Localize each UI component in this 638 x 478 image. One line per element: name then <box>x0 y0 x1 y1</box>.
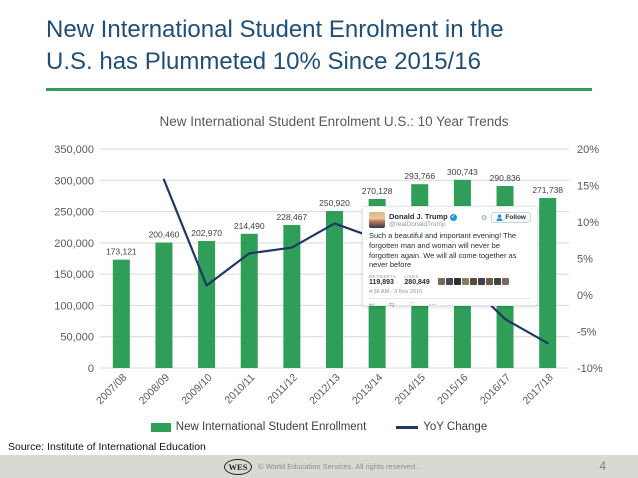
bar-value-label: 200,460 <box>149 230 180 240</box>
footer-copyright: © World Education Services. All rights r… <box>258 462 418 471</box>
legend-item-enrollment: New International Student Enrollment <box>150 421 367 433</box>
page-title: New International Student Enrolment in t… <box>46 14 598 77</box>
bar <box>155 242 173 368</box>
liker-avatar <box>501 278 509 285</box>
follow-button-label: Follow <box>505 214 526 221</box>
bar <box>112 259 130 368</box>
x-axis-tick: 2010/11 <box>223 372 258 407</box>
gear-icon: ⚙ <box>481 214 488 222</box>
y-axis-tick-right: 10% <box>577 217 599 229</box>
x-axis-tick: 2007/08 <box>94 372 129 407</box>
tweet-timestamp: 4:36 AM - 9 Nov 2016 <box>369 289 423 295</box>
wes-logo: WES <box>224 458 252 475</box>
retweet-icon: ⇆ <box>388 302 395 309</box>
bar-series-label: New International Student Enrollment <box>175 421 367 433</box>
bar-value-label: 300,743 <box>447 167 478 177</box>
tweet-author-handle: @realDonaldTrump <box>389 221 446 228</box>
legend-item-yoy: YoY Change <box>396 421 487 433</box>
line-series-label: YoY Change <box>423 421 488 433</box>
line-series-swatch <box>396 425 419 429</box>
bar-value-label: 173,121 <box>106 247 137 257</box>
x-axis-tick: 2013/14 <box>350 372 385 407</box>
x-axis-tick: 2016/17 <box>478 372 513 407</box>
y-axis-tick-left: 100,000 <box>54 300 94 312</box>
chart-title: New International Student Enrolment U.S.… <box>159 114 509 129</box>
y-axis-tick-left: 350,000 <box>54 144 94 156</box>
tweet-card: Donald J. Trump ✓ @realDonaldTrump ⚙ Foll… <box>362 206 538 309</box>
liker-avatar <box>461 278 469 285</box>
liker-avatar <box>485 278 493 285</box>
tweet-author: Donald J. Trump ✓ @realDonaldTrump <box>389 212 481 228</box>
more-icon: ⋯ <box>429 302 437 309</box>
tweet-text: Such a beautiful and important evening! … <box>369 231 517 270</box>
liker-avatar <box>437 278 445 285</box>
x-axis-tick: 2008/09 <box>137 372 172 407</box>
page-number: 4 <box>599 459 606 473</box>
bar-value-label: 293,766 <box>404 171 435 181</box>
bar-value-label: 290,836 <box>490 173 521 183</box>
retweet-count: RETWEETS 119,893 <box>369 274 397 286</box>
y-axis-tick-right: -10% <box>577 363 603 375</box>
y-axis-tick-left: 300,000 <box>54 175 94 187</box>
y-axis-tick-right: -5% <box>577 327 597 339</box>
bar <box>539 197 557 368</box>
title-underline <box>46 88 592 91</box>
page-title-line2: U.S. has Plummeted 10% Since 2015/16 <box>46 47 481 75</box>
x-axis-tick: 2012/13 <box>307 372 342 407</box>
liker-avatar <box>477 278 485 285</box>
tweet-stats: RETWEETS 119,893 LIKES 280,849 <box>369 274 531 286</box>
x-axis-tick: 2014/15 <box>393 372 428 407</box>
bar-value-label: 202,970 <box>191 228 222 238</box>
liker-avatar <box>469 278 477 285</box>
source-note: Source: Institute of International Educa… <box>8 441 206 453</box>
liker-avatars <box>437 278 509 286</box>
liker-avatar <box>453 278 461 285</box>
x-axis-tick: 2009/10 <box>179 372 214 407</box>
x-axis-tick: 2015/16 <box>435 372 470 407</box>
y-axis-tick-right: 0% <box>577 290 593 302</box>
y-axis-tick-right: 20% <box>577 144 599 156</box>
bar-value-label: 271,738 <box>532 185 563 195</box>
like-count: LIKES 280,849 <box>404 274 430 286</box>
bar-series-swatch <box>150 422 171 432</box>
like-icon: ♡ <box>408 302 416 309</box>
bar <box>283 225 301 368</box>
verified-icon: ✓ <box>449 214 457 221</box>
bar <box>198 240 216 368</box>
y-axis-tick-left: 0 <box>88 363 94 375</box>
bar <box>326 210 343 368</box>
liker-avatar <box>493 278 501 285</box>
x-axis-tick: 2011/12 <box>265 372 300 407</box>
footer-bar: WES © World Education Services. All righ… <box>0 455 638 478</box>
bar-value-label: 214,490 <box>234 221 265 231</box>
page-title-line1: New International Student Enrolment in t… <box>46 16 504 43</box>
tweet-actions: ↩ ⇆ ♡ ⋯ <box>369 298 531 309</box>
y-axis-tick-left: 150,000 <box>54 269 94 281</box>
bar <box>240 233 258 368</box>
x-axis-tick: 2017/18 <box>520 372 555 407</box>
follow-button[interactable]: Follow <box>491 212 531 223</box>
bar-value-label: 250,920 <box>319 198 350 208</box>
chart-legend: New International Student Enrollment YoY… <box>0 421 638 433</box>
y-axis-tick-right: 15% <box>577 181 599 193</box>
follow-person-icon <box>496 214 503 221</box>
tweet-author-avatar <box>369 212 385 228</box>
y-axis-tick-right: 5% <box>577 254 593 266</box>
y-axis-tick-left: 200,000 <box>54 238 94 250</box>
tweet-header: Donald J. Trump ✓ @realDonaldTrump ⚙ Foll… <box>369 212 531 228</box>
bar-value-label: 270,128 <box>362 186 393 196</box>
reply-icon: ↩ <box>369 302 375 309</box>
bar-value-label: 228,467 <box>276 212 307 222</box>
liker-avatar <box>445 278 453 285</box>
y-axis-tick-left: 50,000 <box>60 332 94 344</box>
tweet-author-name: Donald J. Trump ✓ <box>389 212 457 221</box>
y-axis-tick-left: 250,000 <box>54 207 94 219</box>
